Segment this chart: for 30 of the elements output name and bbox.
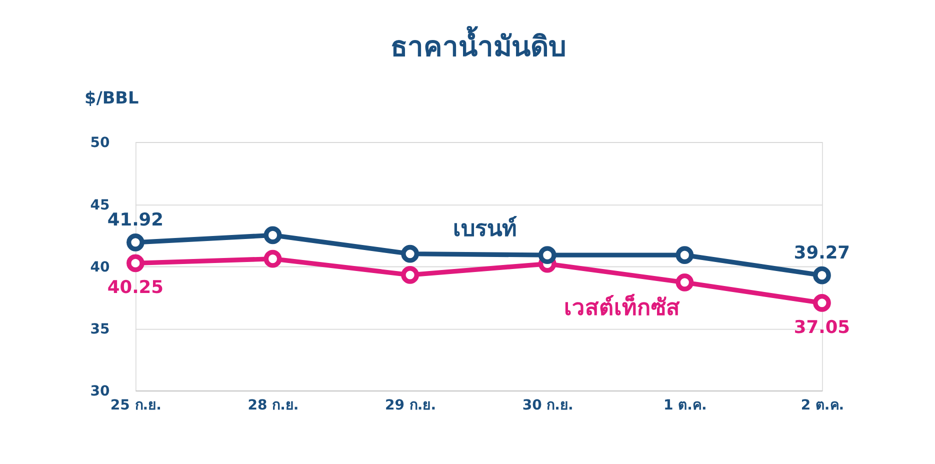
point <box>676 246 694 264</box>
series-label: เวสต์เท็กซัส <box>564 293 680 322</box>
point <box>538 246 556 264</box>
y-tick-label: 45 <box>90 197 110 214</box>
y-tick-label: 40 <box>90 259 110 276</box>
data-label: 39.27 <box>794 244 850 264</box>
x-tick-label: 29 ก.ย. <box>385 398 436 414</box>
y-tick-label: 30 <box>90 384 110 400</box>
point <box>126 233 144 252</box>
y-tick-label: 35 <box>90 322 110 338</box>
point <box>264 226 282 244</box>
point <box>813 266 831 284</box>
series-label: เบรนท์ <box>452 215 517 242</box>
x-tick-label: 28 ก.ย. <box>248 398 299 414</box>
y-axis-title: $/BBL <box>84 87 139 108</box>
x-tick-label: 1 ต.ค. <box>664 398 707 414</box>
x-tick-label: 2 ต.ค. <box>800 398 844 414</box>
point <box>813 294 831 312</box>
data-label: 40.25 <box>107 278 164 298</box>
point <box>676 273 694 292</box>
data-label: 41.92 <box>107 210 164 231</box>
data-label: 37.05 <box>794 318 850 338</box>
x-tick-label: 30 ก.ย. <box>522 398 574 414</box>
point <box>264 250 282 268</box>
x-tick-label: 25 ก.ย. <box>110 398 162 414</box>
y-tick-label: 50 <box>90 135 110 152</box>
point <box>401 244 419 263</box>
point <box>126 254 144 272</box>
point <box>401 266 419 284</box>
chart-title: ธาคาน้ำมันดิบ <box>390 25 567 64</box>
